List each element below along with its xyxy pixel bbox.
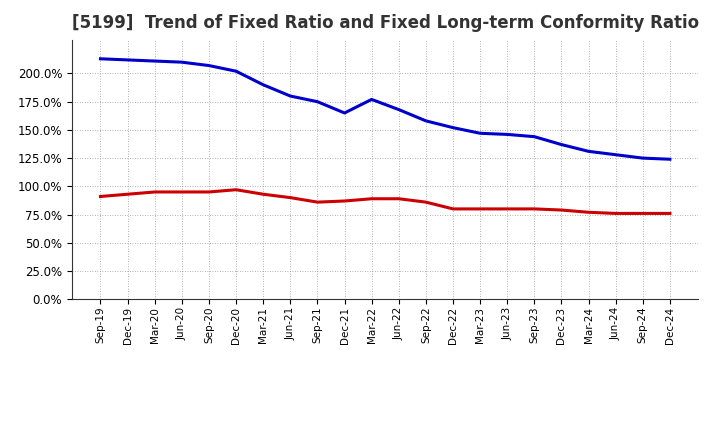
- Fixed Ratio: [313, 99, 322, 104]
- Fixed Long-term Conformity Ratio: [232, 187, 240, 192]
- Fixed Long-term Conformity Ratio: [476, 206, 485, 212]
- Fixed Ratio: [367, 97, 376, 102]
- Fixed Ratio: [665, 157, 674, 162]
- Fixed Long-term Conformity Ratio: [178, 189, 186, 194]
- Fixed Ratio: [232, 69, 240, 74]
- Fixed Ratio: [476, 131, 485, 136]
- Fixed Ratio: [639, 155, 647, 161]
- Fixed Ratio: [421, 118, 430, 124]
- Fixed Long-term Conformity Ratio: [395, 196, 403, 202]
- Fixed Long-term Conformity Ratio: [557, 207, 566, 213]
- Fixed Long-term Conformity Ratio: [584, 209, 593, 215]
- Fixed Long-term Conformity Ratio: [665, 211, 674, 216]
- Fixed Ratio: [150, 59, 159, 64]
- Fixed Ratio: [341, 110, 349, 116]
- Fixed Long-term Conformity Ratio: [341, 198, 349, 204]
- Fixed Ratio: [611, 152, 620, 158]
- Fixed Long-term Conformity Ratio: [204, 189, 213, 194]
- Fixed Ratio: [449, 125, 457, 130]
- Fixed Ratio: [259, 82, 268, 88]
- Line: Fixed Ratio: Fixed Ratio: [101, 59, 670, 159]
- Fixed Ratio: [530, 134, 539, 139]
- Fixed Long-term Conformity Ratio: [313, 199, 322, 205]
- Title: [5199]  Trend of Fixed Ratio and Fixed Long-term Conformity Ratio: [5199] Trend of Fixed Ratio and Fixed Lo…: [71, 15, 699, 33]
- Fixed Long-term Conformity Ratio: [611, 211, 620, 216]
- Fixed Ratio: [204, 63, 213, 68]
- Fixed Long-term Conformity Ratio: [96, 194, 105, 199]
- Fixed Long-term Conformity Ratio: [503, 206, 511, 212]
- Fixed Ratio: [557, 142, 566, 147]
- Fixed Ratio: [584, 149, 593, 154]
- Fixed Long-term Conformity Ratio: [286, 195, 294, 200]
- Fixed Ratio: [123, 57, 132, 62]
- Fixed Ratio: [503, 132, 511, 137]
- Fixed Long-term Conformity Ratio: [259, 191, 268, 197]
- Fixed Ratio: [286, 93, 294, 99]
- Fixed Ratio: [178, 59, 186, 65]
- Fixed Ratio: [395, 107, 403, 112]
- Fixed Long-term Conformity Ratio: [421, 199, 430, 205]
- Fixed Long-term Conformity Ratio: [449, 206, 457, 212]
- Fixed Long-term Conformity Ratio: [530, 206, 539, 212]
- Fixed Long-term Conformity Ratio: [123, 191, 132, 197]
- Fixed Long-term Conformity Ratio: [367, 196, 376, 202]
- Line: Fixed Long-term Conformity Ratio: Fixed Long-term Conformity Ratio: [101, 190, 670, 213]
- Fixed Long-term Conformity Ratio: [639, 211, 647, 216]
- Fixed Long-term Conformity Ratio: [150, 189, 159, 194]
- Fixed Ratio: [96, 56, 105, 62]
